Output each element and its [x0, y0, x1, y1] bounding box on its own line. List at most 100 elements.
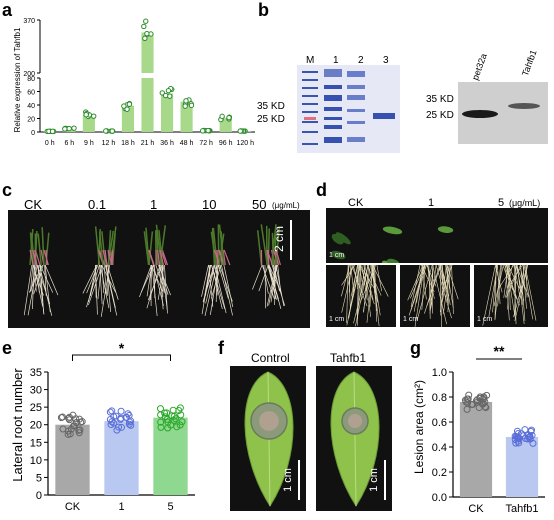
d-leaf: [335, 232, 351, 245]
western-blot: [458, 82, 548, 144]
gel-marker-35kd: 35 KD: [257, 101, 285, 112]
a-point: [237, 128, 243, 134]
d-root-line: [366, 265, 374, 323]
a-point: [62, 126, 68, 132]
d-root-line: [426, 265, 437, 287]
e-plot-point: [113, 426, 121, 434]
d-root-line: [513, 265, 517, 325]
root-photo-d-1: [400, 265, 470, 327]
g-plot-point: [521, 426, 529, 434]
a-point: [66, 125, 72, 132]
e-plot-ytick-label: 15: [30, 437, 42, 449]
a-xtick-label: 9 h: [84, 140, 94, 147]
a-bar: [141, 32, 154, 73]
d-root-line: [520, 265, 526, 321]
d-root-line: [435, 265, 452, 319]
d-root-line: [421, 265, 426, 310]
d-root-line: [447, 265, 451, 313]
leaf-photo-tahfb1: [316, 366, 392, 511]
c-label-50: 50: [252, 197, 267, 212]
a-xtick-label: 120 h: [236, 140, 254, 147]
d-root-line: [514, 265, 529, 322]
g-plot-point: [476, 394, 484, 402]
g-plot-point: [526, 435, 534, 443]
g-plot-point: [528, 426, 536, 434]
blot-marker-35kd: 35 KD: [426, 94, 454, 105]
root-photo-d-5: [474, 265, 548, 327]
g-plot-point: [481, 398, 489, 406]
g-plot-point: [514, 429, 522, 437]
d-root-line: [346, 265, 349, 324]
f-scale-bar-control: [298, 460, 300, 500]
a-bar: [141, 78, 154, 132]
e-plot-point: [117, 407, 125, 415]
a-ytick-label: 200: [23, 71, 35, 78]
d-root-line: [429, 265, 437, 314]
g-plot-point: [525, 433, 533, 441]
c-seedling-bundle: [82, 226, 119, 317]
d-root-line: [429, 265, 434, 311]
d-leaf: [331, 233, 344, 245]
a-point: [49, 128, 56, 135]
g-sig-label: **: [494, 343, 505, 359]
d-leaf: [381, 260, 393, 263]
e-plot-point: [108, 418, 116, 426]
a-xtick-label: 96 h: [219, 140, 233, 147]
d-leaf: [330, 250, 346, 260]
d-root-line: [445, 265, 454, 308]
e-plot-ytick-label: 10: [30, 455, 42, 467]
a-xtick-label: 21 h: [141, 140, 155, 147]
a-point: [199, 128, 206, 134]
seedling-photo-d-top: [326, 208, 548, 263]
e-plot-bar: [104, 421, 139, 495]
d-root-line: [358, 265, 364, 287]
e-plot-ytick-label: 35: [30, 367, 42, 379]
panel-label-a: a: [2, 0, 13, 20]
g-plot-point: [465, 391, 473, 399]
a-point: [159, 90, 165, 96]
blot-lane-tahfb1: Tahfb1: [520, 48, 539, 78]
a-point: [205, 127, 211, 134]
e-plot-point: [66, 430, 74, 438]
a-ytick-label: 20: [27, 117, 35, 124]
e-plot-xtick-label: 1: [118, 501, 124, 513]
c-seedling-bundle: [201, 224, 234, 317]
d-root-line: [341, 265, 353, 313]
f-label-control: Control: [251, 351, 290, 365]
a-point: [109, 128, 115, 134]
e-plot-ytick-label: 25: [30, 402, 42, 414]
f-scale-control: 1 cm: [281, 468, 294, 492]
d-root-line: [515, 265, 525, 301]
d-root-line: [497, 265, 501, 305]
sds-page-gel: [297, 65, 400, 153]
d-root-line: [372, 265, 389, 297]
a-point: [143, 18, 149, 24]
chart-g: Lesion area (cm²) 0.0 0.2 0.4 0.6 0.8 1.0 CK Ta…: [412, 343, 545, 515]
a-ytick-label: 370: [23, 18, 35, 25]
d-root-line: [424, 265, 441, 314]
a-bar: [180, 101, 193, 132]
a-point: [219, 113, 225, 120]
d-root-line: [364, 265, 374, 300]
a-point: [126, 101, 133, 107]
g-plot-point: [524, 435, 532, 443]
gel-lane-3: 3: [383, 55, 389, 66]
chart-a-bars: [43, 18, 252, 135]
g-plot-point: [514, 433, 522, 441]
e-plot-point: [157, 418, 165, 426]
a-point: [91, 113, 97, 119]
lesion-center: [347, 413, 363, 429]
d-root-line: [355, 265, 369, 327]
d-scale-ck: 1 cm: [329, 316, 345, 323]
d-label-1: 1: [428, 197, 435, 209]
d-root-line: [451, 265, 454, 314]
e-plot-point: [176, 421, 184, 429]
e-plot-ytick-label: 20: [30, 420, 42, 432]
g-plot-ytick-label: 0.0: [432, 492, 447, 504]
a-point: [141, 23, 147, 30]
e-plot-point: [75, 429, 83, 437]
g-plot-point: [481, 403, 489, 411]
chart-a: Relative expression of Tahfb1 0204060802…: [13, 18, 255, 147]
g-plot-ytick-label: 0.8: [432, 392, 447, 404]
